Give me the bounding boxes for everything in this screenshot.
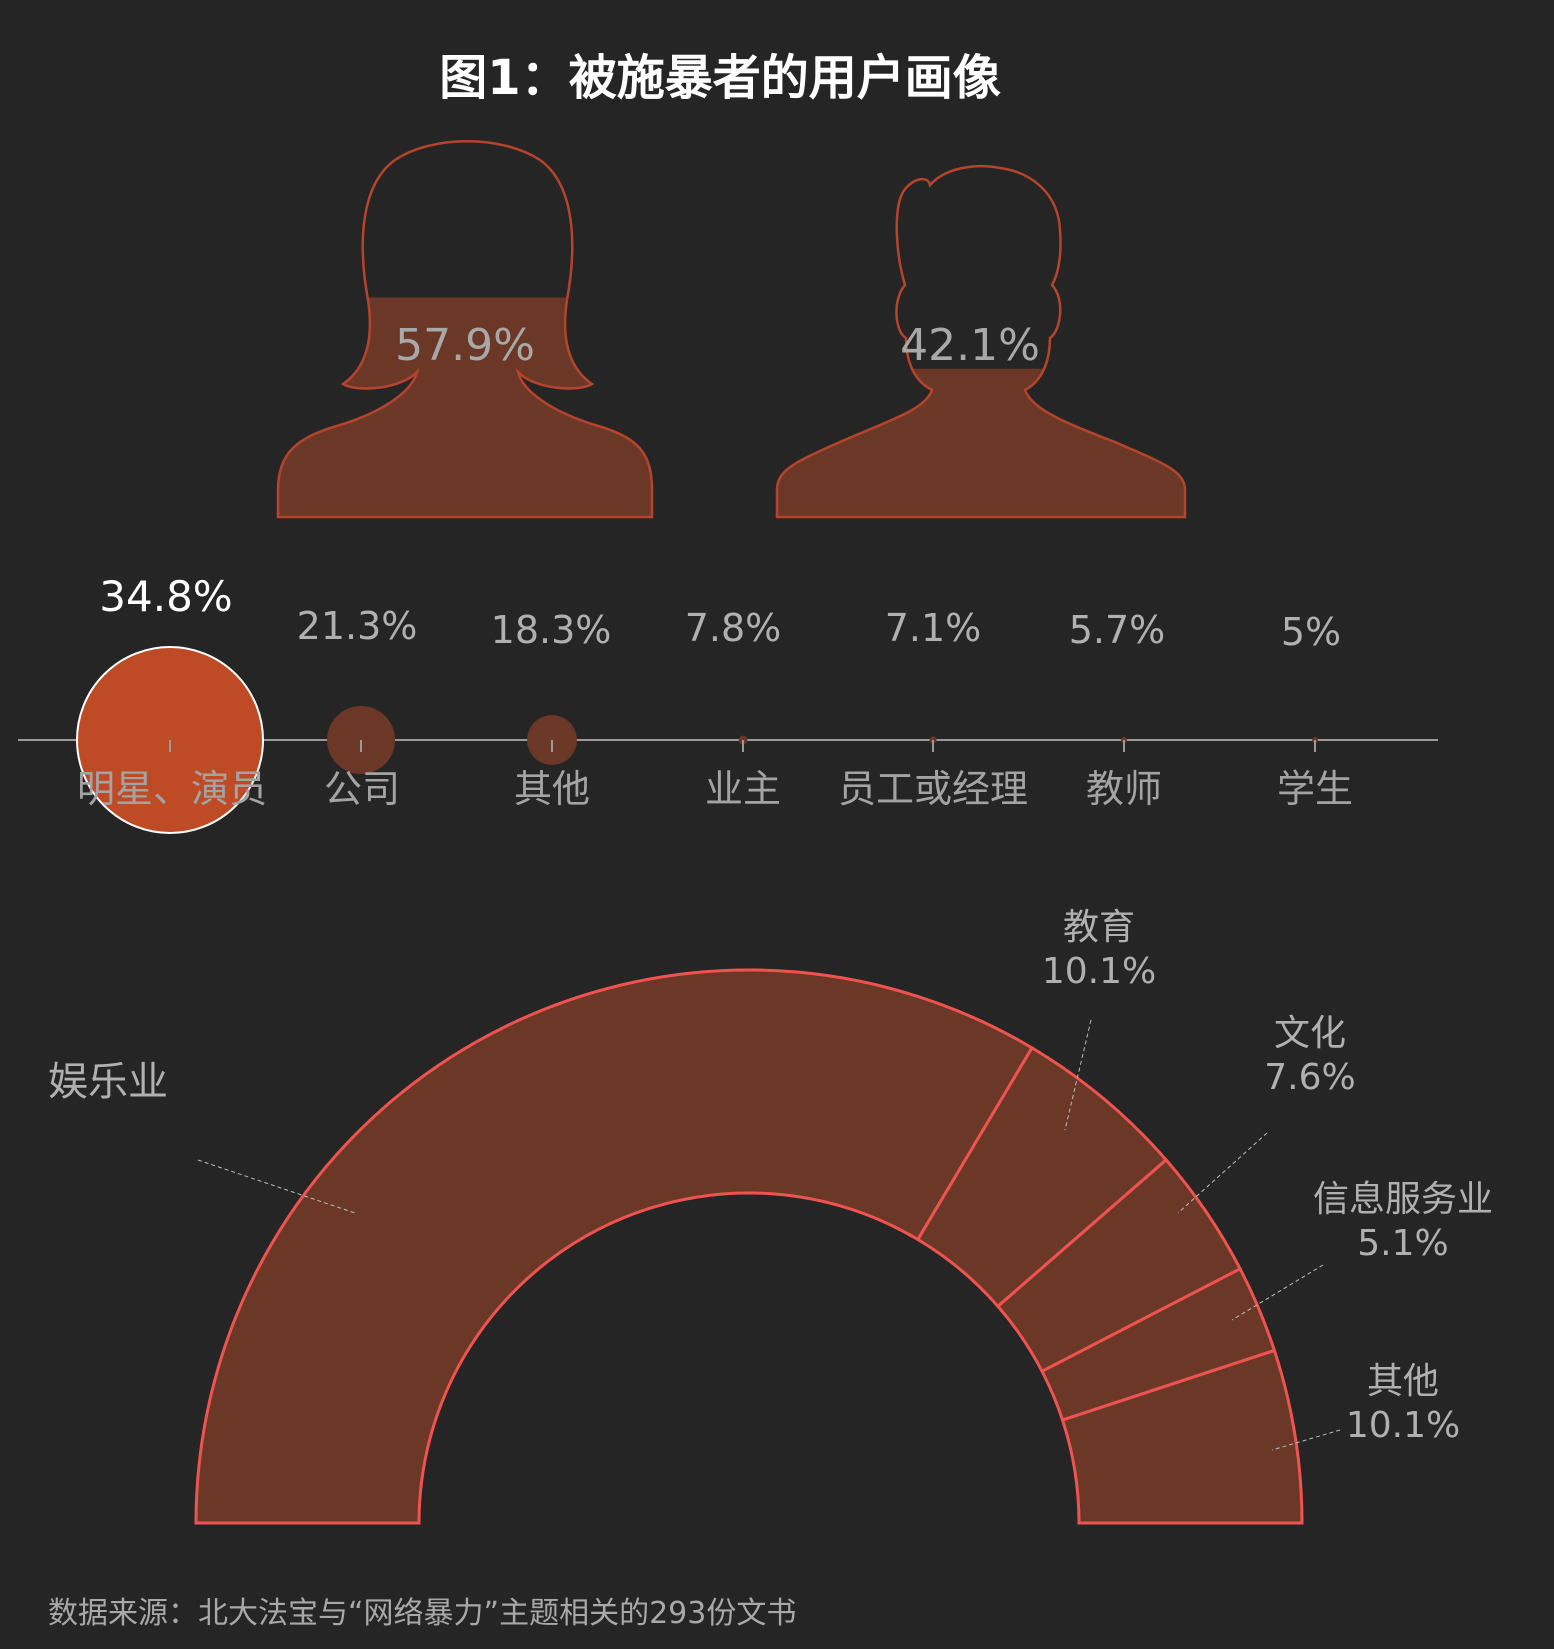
category-label: 学生: [1276, 767, 1354, 811]
leader-line-3: [1177, 1132, 1268, 1214]
male-percent: 42.1%: [900, 320, 1040, 371]
industry-donut: [194, 968, 1341, 1525]
bubble-chart: [18, 646, 1438, 834]
segment-name: 娱乐业: [48, 1059, 168, 1105]
bubble-value-label: 18.3%: [490, 608, 612, 652]
leader-line-4: [1231, 1264, 1324, 1321]
bubble-value-label: 7.1%: [884, 606, 982, 650]
category-label: 其他: [513, 767, 591, 811]
donut-segment-5: [1060, 1348, 1304, 1525]
segment-label-entertainment: 娱乐业: [48, 1060, 168, 1104]
category-label: 员工或经理: [837, 767, 1029, 811]
female-icon: [276, 140, 654, 519]
bubble-value-label: 34.8%: [99, 572, 233, 621]
leader-line-5: [1271, 1429, 1341, 1451]
male-icon: [775, 164, 1187, 519]
segment-name: 信息服务业: [1312, 1179, 1494, 1220]
segment-label-info-service: 信息服务业 5.1%: [1313, 1178, 1493, 1266]
segment-name: 其他: [1366, 1361, 1439, 1402]
female-percent: 57.9%: [395, 320, 535, 371]
segment-value: 7.6%: [1264, 1057, 1356, 1098]
category-label: 教师: [1085, 767, 1163, 811]
chart-title: 图1：被施暴者的用户画像: [439, 50, 1001, 106]
category-label: 业主: [704, 767, 782, 811]
category-label: 明星、演员: [76, 767, 268, 811]
segment-label-education: 教育 10.1%: [1042, 906, 1156, 994]
segment-label-other: 其他 10.1%: [1346, 1360, 1460, 1448]
segment-name: 文化: [1273, 1013, 1346, 1054]
segment-value: 5.1%: [1357, 1223, 1449, 1264]
bubble-value-label: 21.3%: [296, 604, 418, 648]
bubble-value-label: 5.7%: [1068, 608, 1166, 652]
bubble-value-label: 5%: [1280, 610, 1342, 654]
bubble-value-label: 7.8%: [684, 606, 782, 650]
category-label: 公司: [323, 767, 401, 811]
segment-value: 10.1%: [1041, 951, 1157, 992]
segment-label-culture: 文化 7.6%: [1264, 1012, 1355, 1100]
leader-line-2: [1064, 1019, 1092, 1131]
segment-value: 10.1%: [1345, 1405, 1461, 1446]
donut-segment-1: [194, 968, 1035, 1525]
data-source: 数据来源：北大法宝与“网络暴力”主题相关的293份文书: [48, 1596, 797, 1631]
segment-name: 教育: [1062, 907, 1135, 948]
